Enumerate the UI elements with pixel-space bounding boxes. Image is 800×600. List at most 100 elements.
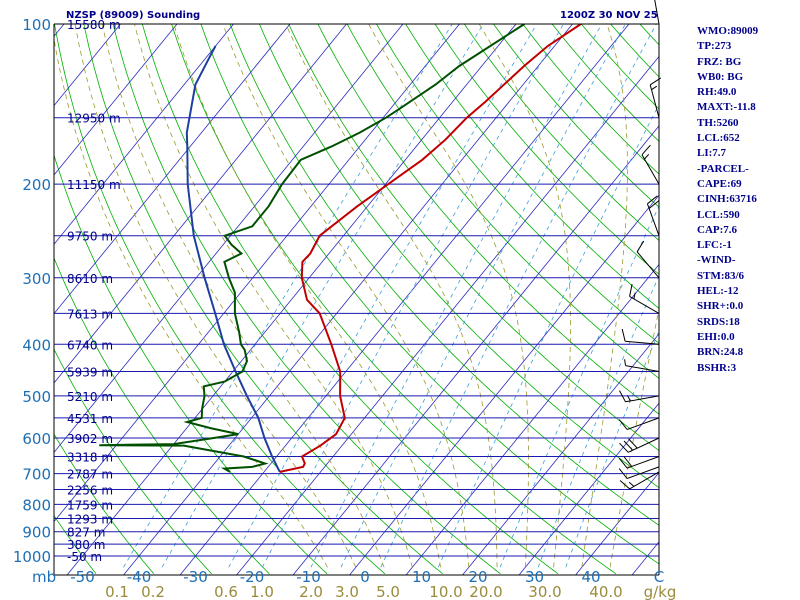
dry-adiabat <box>789 0 800 574</box>
moist-adiabat <box>368 24 529 568</box>
barb-staff <box>626 417 660 430</box>
mixing-ratio-line <box>537 274 659 568</box>
dry-adiabat <box>54 433 155 575</box>
index-item: -PARCEL- <box>697 162 749 175</box>
moist-adiabat <box>609 306 659 568</box>
barb-half-flag <box>628 481 635 487</box>
temperature-tick-label: -10 <box>296 568 321 586</box>
index-item: BSHR:3 <box>697 361 737 374</box>
wind-barb <box>629 284 660 314</box>
temperature-tick-label: 0 <box>360 568 370 586</box>
dry-adiabat <box>54 514 97 575</box>
barb-staff <box>654 0 660 25</box>
height-label: 1293 m <box>67 513 113 527</box>
dry-adiabat <box>434 24 659 275</box>
wind-barb <box>649 77 662 118</box>
barb-staff <box>625 395 660 403</box>
barb-staff <box>625 340 660 345</box>
temperature-tick-label: -20 <box>240 568 265 586</box>
barb-flag <box>648 200 660 209</box>
mixing-ratio-line <box>228 24 538 568</box>
mixing-ratio-line <box>161 24 484 568</box>
height-label: 3318 m <box>67 451 113 465</box>
temperature-tick-label: 10 <box>412 568 431 586</box>
index-item: SRDS:18 <box>697 315 740 328</box>
index-item: CAPE:69 <box>697 177 742 190</box>
mixing-ratio-line <box>437 103 659 568</box>
height-label: 15580 m <box>67 18 121 32</box>
temperature-tick-label: -50 <box>70 568 95 586</box>
dry-adiabat <box>229 24 659 526</box>
barb-staff <box>629 471 660 490</box>
isotherm <box>66 24 517 575</box>
barb-flag <box>641 144 651 156</box>
pressure-tick-label: 300 <box>22 270 51 288</box>
pressure-tick-label: 100 <box>22 16 51 34</box>
mixing-ratio-unit-label: g/kg <box>644 583 677 600</box>
wind-barb <box>624 359 660 372</box>
dry-adiabat <box>54 153 328 575</box>
moist-adiabat <box>74 24 357 568</box>
isotherm <box>518 402 659 575</box>
sounding-time: 1200Z 30 NOV 25 <box>560 10 658 21</box>
height-label: 6740 m <box>67 338 113 352</box>
index-item: TP:273 <box>697 40 732 53</box>
isotherm <box>123 24 574 575</box>
temperature-unit-label: C <box>654 568 664 586</box>
temperature-tick-label: 40 <box>581 568 600 586</box>
index-item: WMO:89009 <box>697 25 759 37</box>
barb-staff <box>626 456 660 469</box>
moist-adiabat <box>134 24 413 568</box>
moist-adiabat <box>173 24 441 568</box>
mixing-ratio-line <box>380 24 657 568</box>
dry-adiabat <box>317 24 659 415</box>
isotherm <box>54 24 348 384</box>
barb-staff <box>646 203 660 236</box>
index-item: BRN:24.8 <box>697 346 744 359</box>
barb-flag <box>623 456 633 467</box>
moist-adiabat <box>285 24 498 568</box>
mixing-ratio-line <box>499 205 659 568</box>
pressure-unit-label: mb <box>32 568 56 586</box>
mixing-ratio-label: 30.0 <box>528 583 561 600</box>
isotherm <box>0 0 27 578</box>
barb-flag <box>623 440 634 451</box>
height-label: 7613 m <box>67 307 113 321</box>
mixing-ratio-line <box>310 24 603 568</box>
isotherm <box>236 55 659 575</box>
mixing-ratio-label: 0.1 <box>105 583 129 600</box>
mixing-ratio-label: 5.0 <box>376 583 400 600</box>
index-item: WB0: BG <box>697 70 744 83</box>
moist-adiabat <box>581 24 628 568</box>
index-item: TH:5260 <box>697 116 739 129</box>
plot-frame <box>53 23 660 576</box>
index-item: -WIND- <box>697 254 736 267</box>
height-label: 9750 m <box>67 230 113 244</box>
barb-flag <box>619 390 626 403</box>
moist-adiabat <box>478 24 571 568</box>
index-item: STM:83/6 <box>697 269 745 282</box>
mixing-ratio-label: 10.0 <box>429 583 462 600</box>
dry-adiabat <box>346 24 659 379</box>
isotherm <box>54 24 461 523</box>
isotherm <box>292 125 659 575</box>
height-label: 5210 m <box>67 390 113 404</box>
mixing-ratio-label: 2.0 <box>299 583 323 600</box>
barb-staff <box>629 295 660 314</box>
mixing-ratio-line <box>565 330 659 568</box>
isotherm <box>179 24 630 575</box>
mixing-ratio-line <box>340 24 626 568</box>
height-label: 380 m <box>67 538 105 552</box>
pressure-tick-label: 200 <box>22 176 51 194</box>
wind-barb <box>621 328 660 345</box>
isotherm <box>349 194 659 575</box>
height-labels: 15580 m 12950 m 11150 m 9750 m 8610 m 7613 m 6… <box>67 18 121 564</box>
mixing-ratio-label: 20.0 <box>469 583 502 600</box>
isotherm <box>54 24 122 107</box>
mixing-ratio-label: 3.0 <box>335 583 359 600</box>
height-label: -50 m <box>67 550 102 564</box>
dry-adiabat <box>141 24 559 575</box>
index-item: FRZ: BG <box>697 55 742 68</box>
dry-adiabat <box>112 24 501 575</box>
